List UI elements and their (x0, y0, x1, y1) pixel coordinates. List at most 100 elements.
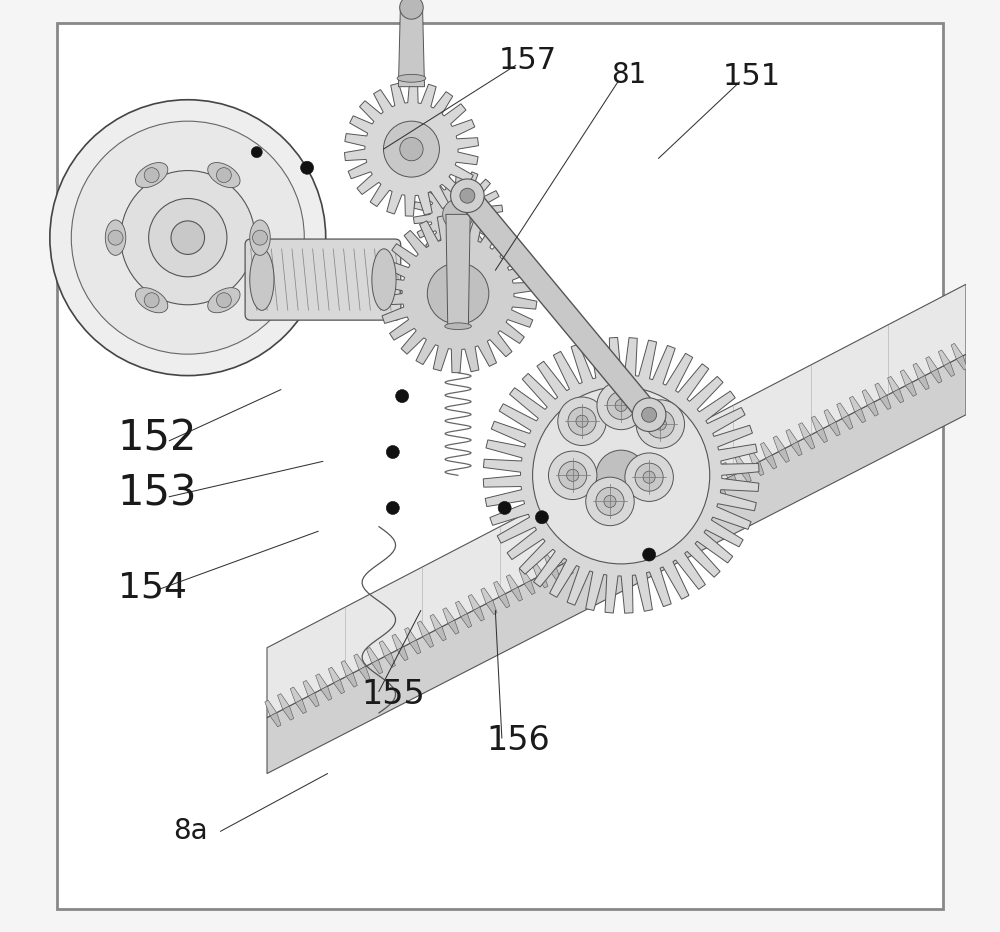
Circle shape (253, 230, 267, 245)
Circle shape (567, 470, 579, 481)
Polygon shape (646, 502, 658, 518)
Text: 151: 151 (723, 62, 781, 91)
Text: 155: 155 (361, 678, 425, 711)
Polygon shape (316, 674, 327, 690)
Polygon shape (398, 7, 425, 87)
Polygon shape (867, 402, 878, 417)
Polygon shape (672, 488, 683, 504)
Polygon shape (461, 613, 472, 627)
Polygon shape (384, 653, 395, 667)
Polygon shape (443, 608, 455, 624)
Polygon shape (455, 601, 467, 617)
Polygon shape (829, 422, 840, 436)
Circle shape (301, 161, 314, 174)
Polygon shape (748, 449, 760, 465)
Circle shape (427, 263, 489, 324)
Polygon shape (295, 699, 306, 714)
Circle shape (643, 472, 655, 483)
Circle shape (615, 400, 627, 412)
Text: 157: 157 (499, 46, 557, 75)
Circle shape (568, 407, 596, 435)
Polygon shape (633, 509, 645, 525)
Ellipse shape (208, 288, 240, 313)
Circle shape (216, 293, 231, 308)
Text: 81: 81 (611, 61, 646, 89)
Polygon shape (544, 555, 556, 570)
Polygon shape (766, 455, 777, 469)
Polygon shape (334, 679, 345, 693)
Polygon shape (562, 561, 573, 575)
Polygon shape (278, 693, 289, 709)
Polygon shape (740, 468, 751, 482)
Polygon shape (875, 383, 887, 399)
Circle shape (396, 390, 409, 403)
Polygon shape (786, 430, 798, 445)
Circle shape (632, 398, 666, 432)
Polygon shape (639, 521, 650, 535)
Polygon shape (918, 376, 929, 390)
Polygon shape (862, 390, 874, 405)
Circle shape (144, 168, 159, 183)
Circle shape (533, 387, 710, 564)
Polygon shape (595, 528, 607, 544)
Polygon shape (494, 582, 505, 597)
Polygon shape (341, 661, 353, 677)
Polygon shape (888, 377, 899, 392)
Polygon shape (824, 409, 836, 425)
Circle shape (642, 407, 657, 422)
Text: 154: 154 (118, 570, 187, 604)
Polygon shape (550, 568, 561, 582)
Ellipse shape (208, 162, 240, 187)
Circle shape (251, 146, 262, 158)
Polygon shape (372, 660, 383, 674)
Polygon shape (270, 713, 281, 727)
Polygon shape (405, 627, 416, 643)
Polygon shape (446, 214, 470, 326)
Circle shape (654, 418, 666, 430)
Polygon shape (473, 607, 484, 621)
Polygon shape (799, 423, 810, 438)
Polygon shape (486, 600, 497, 614)
Circle shape (607, 391, 635, 419)
Polygon shape (722, 462, 734, 478)
Polygon shape (303, 680, 315, 696)
Ellipse shape (105, 220, 126, 255)
Polygon shape (913, 363, 925, 379)
Circle shape (596, 450, 646, 500)
Circle shape (498, 501, 511, 514)
Circle shape (586, 477, 634, 526)
Polygon shape (483, 337, 759, 613)
Circle shape (535, 511, 548, 524)
Polygon shape (817, 429, 828, 443)
Text: 153: 153 (118, 473, 198, 515)
Polygon shape (600, 541, 611, 555)
Polygon shape (588, 547, 599, 562)
Circle shape (144, 293, 159, 308)
Polygon shape (849, 396, 861, 412)
Polygon shape (659, 496, 671, 511)
Polygon shape (512, 587, 523, 601)
Polygon shape (608, 522, 620, 538)
Polygon shape (267, 284, 966, 718)
Circle shape (216, 168, 231, 183)
Polygon shape (283, 706, 294, 720)
Ellipse shape (135, 162, 168, 187)
Polygon shape (346, 673, 357, 687)
Circle shape (171, 221, 205, 254)
Circle shape (121, 171, 255, 305)
Polygon shape (328, 667, 340, 683)
Polygon shape (728, 474, 739, 489)
Text: 8a: 8a (173, 817, 208, 845)
Polygon shape (778, 448, 789, 462)
Circle shape (50, 100, 326, 376)
Polygon shape (697, 475, 709, 491)
Circle shape (386, 501, 399, 514)
Polygon shape (906, 382, 916, 396)
Polygon shape (651, 514, 662, 528)
Circle shape (576, 415, 588, 427)
Polygon shape (344, 82, 478, 216)
Polygon shape (499, 594, 510, 608)
Polygon shape (524, 581, 535, 595)
Polygon shape (423, 634, 434, 648)
Polygon shape (893, 389, 904, 403)
